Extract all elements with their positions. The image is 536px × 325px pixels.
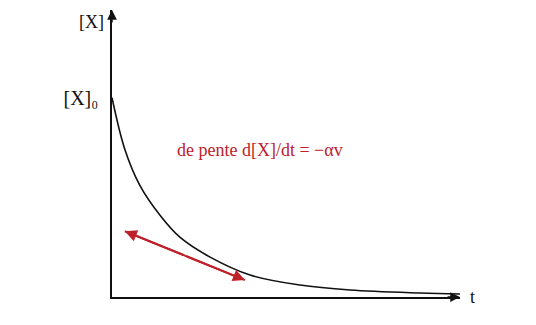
- svg-text:t: t: [470, 287, 475, 307]
- svg-text:[X]: [X]: [79, 12, 104, 32]
- svg-text:de pente d[X]/dt = −αv: de pente d[X]/dt = −αv: [177, 140, 343, 160]
- svg-text:[X]₀: [X]₀: [64, 87, 99, 109]
